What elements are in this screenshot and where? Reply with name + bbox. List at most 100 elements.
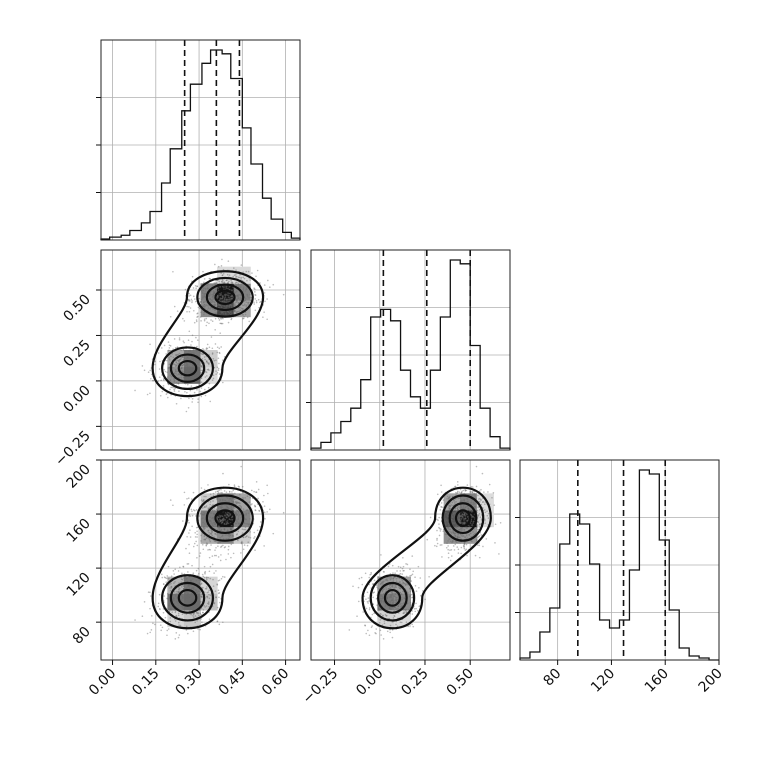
scatter-point (193, 391, 196, 394)
scatter-point (149, 591, 151, 594)
scatter-point (365, 598, 367, 600)
scatter-point (188, 397, 190, 400)
scatter-point (413, 608, 416, 610)
scatter-point (187, 519, 190, 522)
scatter-point (221, 285, 224, 288)
scatter-point (390, 593, 393, 596)
scatter-point (459, 507, 461, 510)
scatter-point (396, 625, 399, 628)
scatter-point (258, 510, 261, 512)
scatter-point (389, 601, 392, 603)
scatter-point (178, 590, 180, 593)
scatter-point (202, 611, 204, 614)
scatter-point (200, 540, 202, 542)
x-tick-label-a-1: 0.15 (129, 666, 162, 699)
scatter-point (411, 596, 413, 599)
contour-bc-mode2-level2 (448, 502, 478, 535)
scatter-point (365, 632, 368, 635)
scatter-point (362, 611, 365, 613)
scatter-point (389, 596, 392, 599)
scatter-point (192, 605, 195, 607)
scatter-point (258, 306, 260, 309)
scatter-point (244, 313, 247, 316)
scatter-point (242, 508, 245, 510)
scatter-point (463, 514, 465, 517)
scatter-point (209, 516, 211, 518)
scatter-point (356, 615, 358, 618)
scatter-point (452, 512, 455, 515)
scatter-point (221, 519, 223, 522)
scatter-point (471, 523, 474, 526)
scatter-point (184, 288, 187, 291)
scatter-point (477, 515, 479, 518)
scatter-point (223, 300, 226, 303)
scatter-point (460, 506, 462, 508)
scatter-point (220, 506, 222, 508)
scatter-point (367, 629, 369, 632)
scatter-point (454, 532, 456, 535)
scatter-point (255, 491, 257, 493)
scatter-point (196, 285, 199, 288)
scatter-point (230, 499, 233, 502)
scatter-point (483, 509, 486, 511)
scatter-point (380, 634, 382, 636)
scatter-point (187, 571, 189, 573)
scatter-point (190, 508, 193, 511)
x-tick-label-c-0: 80 (541, 666, 565, 690)
scatter-point (182, 376, 185, 379)
scatter-point (222, 472, 224, 475)
scatter-point (172, 597, 175, 599)
scatter-point (219, 519, 221, 521)
scatter-point (226, 534, 228, 536)
scatter-point (181, 613, 184, 616)
scatter-point (192, 287, 195, 289)
scatter-point (232, 526, 234, 529)
scatter-point (203, 311, 205, 314)
scatter-point (228, 514, 231, 517)
scatter-point (183, 599, 186, 602)
scatter-point (200, 365, 203, 368)
scatter-point (440, 505, 442, 508)
scatter-point (383, 571, 385, 573)
scatter-point (218, 518, 221, 520)
scatter-point (185, 578, 187, 580)
scatter-point (203, 525, 205, 528)
scatter-point (250, 489, 253, 492)
scatter-point (192, 368, 195, 371)
scatter-point (203, 278, 206, 280)
scatter-point (167, 628, 170, 630)
scatter-point (482, 545, 484, 548)
scatter-point (235, 522, 237, 525)
scatter-point (226, 298, 229, 301)
scatter-point (370, 573, 372, 575)
scatter-point (216, 516, 219, 519)
scatter-point (460, 517, 462, 520)
scatter-point (219, 520, 221, 522)
scatter-point (460, 515, 463, 517)
scatter-point (457, 548, 460, 551)
scatter-point (242, 313, 245, 316)
scatter-point (227, 515, 229, 517)
scatter-point (204, 527, 206, 529)
scatter-point (242, 497, 244, 500)
scatter-point (198, 582, 201, 584)
scatter-point (453, 513, 455, 516)
scatter-point (233, 303, 236, 306)
scatter-point (462, 504, 465, 507)
scatter-point (180, 367, 183, 369)
scatter-point (219, 304, 221, 306)
scatter-point (217, 556, 220, 558)
scatter-point (448, 509, 451, 511)
scatter-point (212, 293, 215, 295)
scatter-point (449, 507, 451, 510)
scatter-point (459, 521, 462, 523)
scatter-point (161, 626, 164, 629)
x-tick-label-c-1: 120 (588, 666, 618, 696)
scatter-point (238, 293, 240, 296)
scatter-point (208, 539, 211, 541)
scatter-point (211, 530, 213, 532)
scatter-point (227, 534, 230, 537)
scatter-point (204, 573, 206, 575)
scatter-point (204, 587, 207, 590)
scatter-point (217, 369, 220, 372)
